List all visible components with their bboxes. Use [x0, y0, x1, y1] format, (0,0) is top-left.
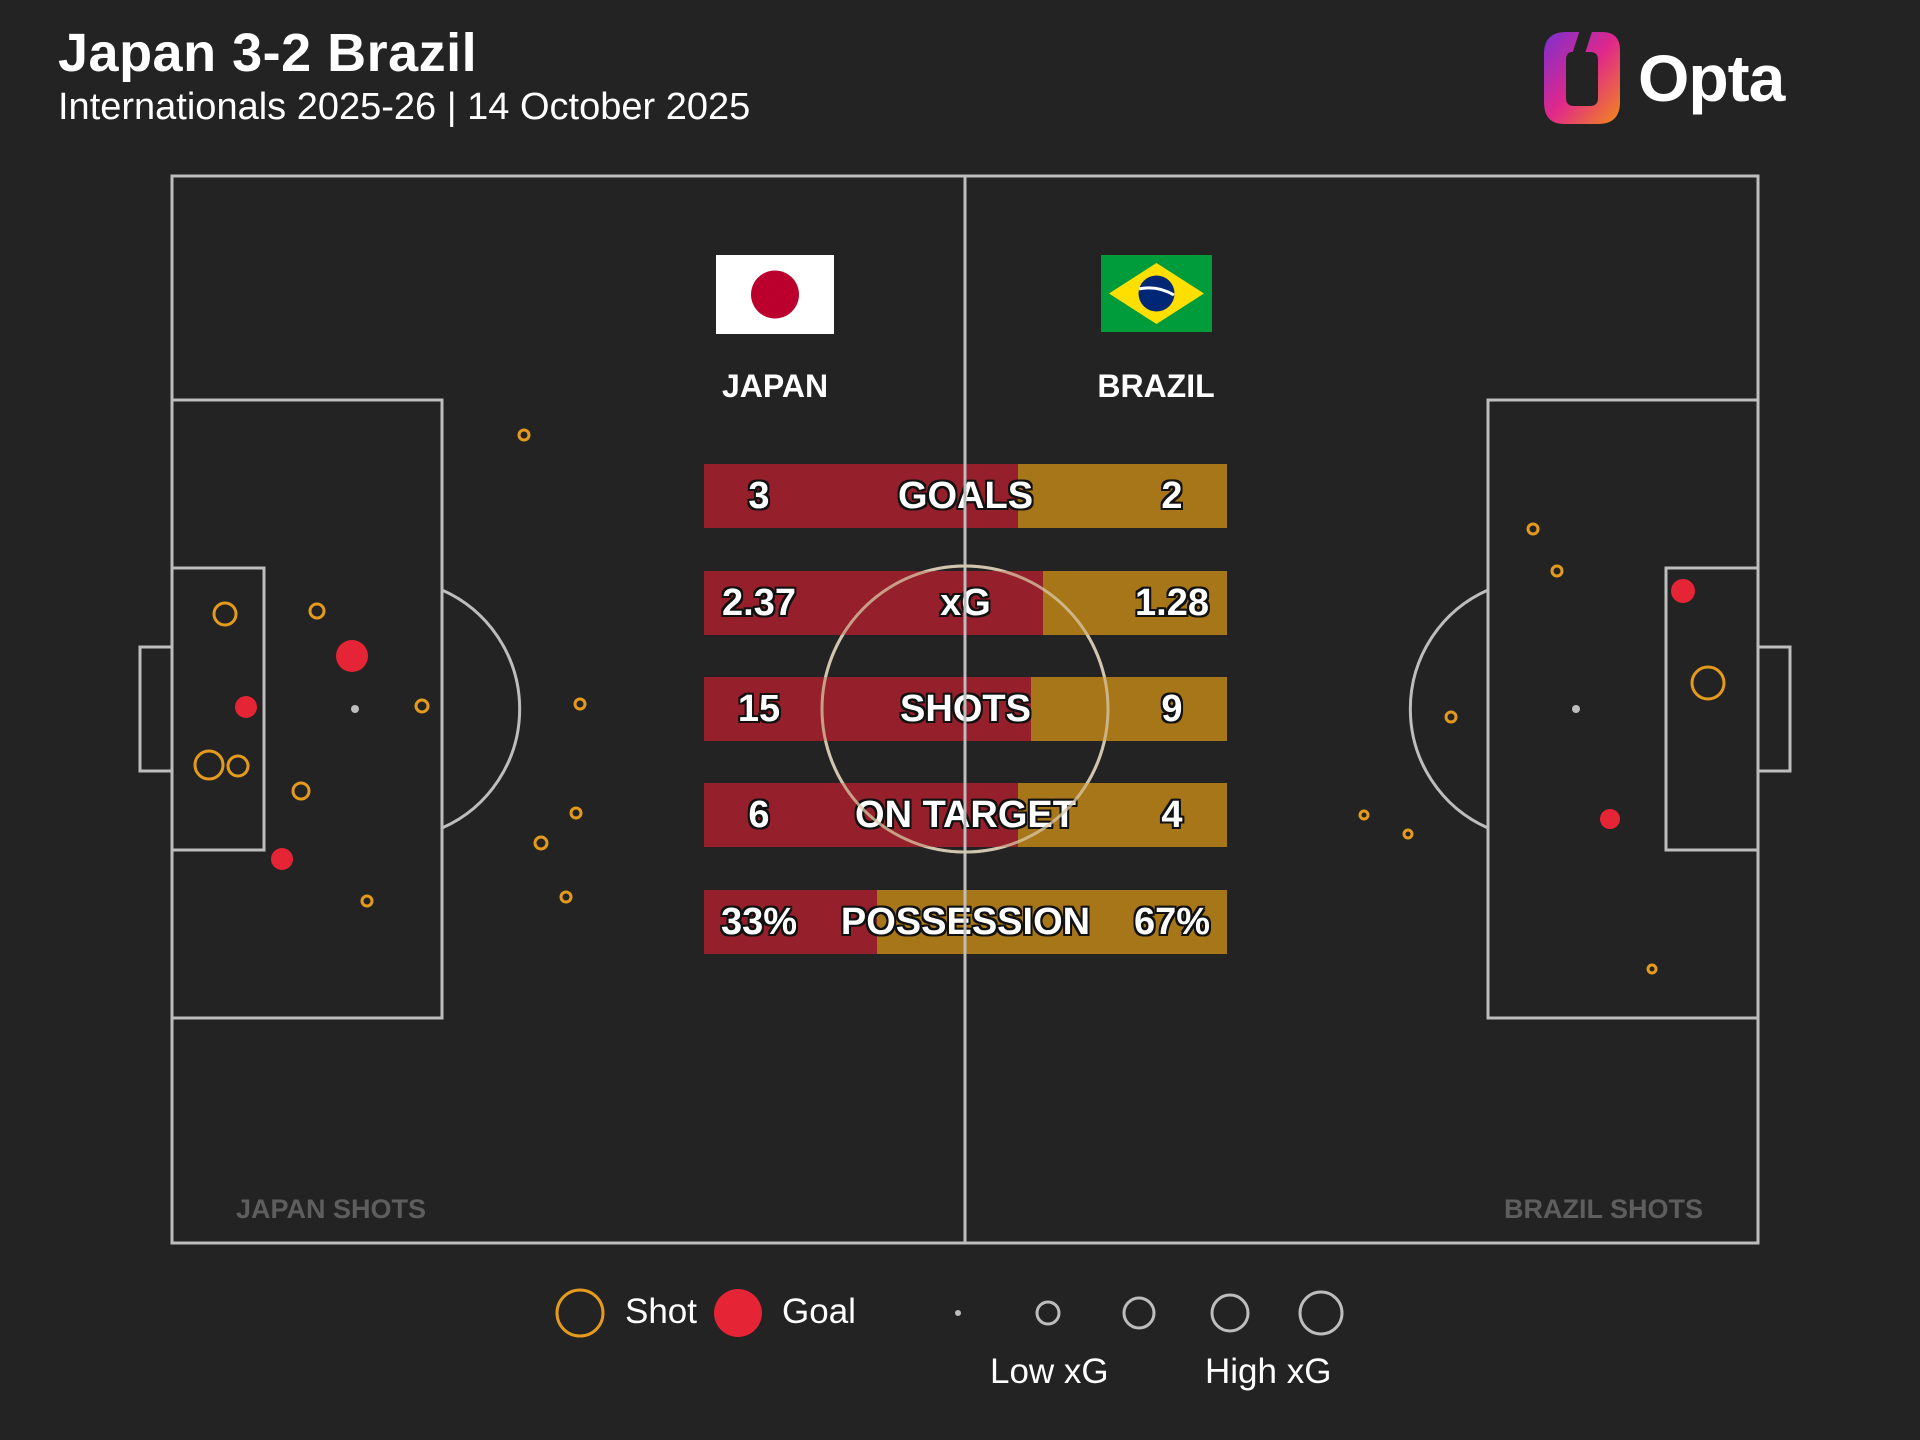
shot-marker: [1550, 564, 1564, 578]
left-penalty-area: [170, 398, 444, 1020]
legend-low-xg-label: Low xG: [990, 1352, 1109, 1391]
stat-row-shots: 15 SHOTS 9: [704, 677, 1227, 741]
shot-marker: [360, 894, 374, 908]
stat-home-value: 6: [748, 794, 770, 836]
right-penalty-arc: [1408, 588, 1489, 830]
left-goal: [138, 645, 174, 773]
team-name-brazil: BRAZIL: [1097, 368, 1215, 404]
shot-marker: [308, 602, 326, 620]
left-penalty-arc: [441, 588, 522, 830]
shot-marker: [1526, 522, 1540, 536]
stat-row-on-target: 6 ON TARGET 4: [704, 783, 1227, 847]
opta-wordmark: Opta: [1638, 41, 1785, 115]
page-title: Japan 3-2 Brazil: [58, 23, 478, 83]
japan-flag-icon: [716, 255, 834, 334]
stat-label: POSSESSION: [840, 901, 1091, 943]
left-penalty-spot: [351, 705, 359, 713]
shot-marker: [1358, 809, 1370, 821]
stat-away-value: 2: [1161, 475, 1183, 517]
away-bar: [876, 890, 1227, 954]
shot-marker: [212, 601, 238, 627]
goal-marker: [336, 640, 368, 672]
brazil-flag-icon: [1101, 255, 1212, 332]
legend-shot-label: Shot: [625, 1292, 697, 1331]
stat-label: GOALS: [897, 475, 1034, 517]
legend-xg-size-4: [1210, 1293, 1250, 1333]
right-goal: [1756, 645, 1792, 773]
stat-row-xg: 2.37 xG 1.28: [704, 571, 1227, 635]
stat-home-value: 2.37: [722, 582, 796, 624]
stat-away-value: 4: [1161, 794, 1183, 836]
japan-shots: [193, 428, 587, 908]
legend-xg-size-2: [1035, 1300, 1061, 1326]
brazil-goals: [1600, 579, 1695, 829]
stat-away-value: 67%: [1133, 901, 1211, 943]
legend-xg-size-3: [1122, 1296, 1156, 1330]
shot-marker: [533, 835, 549, 851]
shot-marker: [1444, 710, 1458, 724]
stat-row-possession: 33% POSSESSION 67%: [704, 890, 1227, 954]
shot-marker: [291, 781, 311, 801]
shot-marker: [1690, 665, 1726, 701]
stat-label: SHOTS: [900, 688, 1031, 730]
stat-label: ON TARGET: [855, 794, 1076, 836]
legend-xg-size-1: [955, 1310, 961, 1316]
shot-marker: [414, 698, 430, 714]
stat-away-value: 9: [1161, 688, 1183, 730]
home-bar: [704, 890, 877, 954]
japan-goals: [235, 640, 368, 870]
shot-marker: [226, 754, 250, 778]
stat-home-value: 3: [748, 475, 770, 517]
right-six-yard-box: [1664, 566, 1760, 852]
team-name-japan: JAPAN: [721, 368, 829, 404]
goal-marker: [235, 696, 257, 718]
legend-markers: [555, 1288, 1344, 1338]
opta-logo: Opta: [1532, 28, 1792, 132]
goal-marker: [1600, 809, 1620, 829]
right-penalty-spot: [1572, 705, 1580, 713]
legend-xg-size-5: [1298, 1290, 1344, 1336]
shot-marker: [1646, 963, 1658, 975]
legend-goal-label: Goal: [782, 1292, 856, 1331]
right-penalty-area: [1486, 398, 1760, 1020]
legend-high-xg-label: High xG: [1205, 1352, 1332, 1391]
page-subtitle: Internationals 2025-26 | 14 October 2025: [58, 86, 751, 128]
shot-marker: [569, 806, 583, 820]
japan-shots-label: JAPAN SHOTS: [236, 1194, 427, 1224]
legend-shot-icon: [555, 1288, 605, 1338]
shot-marker: [193, 749, 225, 781]
shot-marker: [559, 890, 573, 904]
goal-marker: [271, 848, 293, 870]
stat-label: xG: [940, 582, 991, 624]
stat-home-value: 33%: [720, 901, 798, 943]
shot-marker: [1402, 828, 1414, 840]
stat-away-value: 1.28: [1135, 582, 1209, 624]
shot-marker: [517, 428, 531, 442]
brazil-shots: [1358, 522, 1726, 975]
brazil-shots-label: BRAZIL SHOTS: [1504, 1194, 1704, 1224]
stat-home-value: 15: [737, 688, 781, 730]
stat-row-goals: 3 GOALS 2: [704, 464, 1227, 528]
legend-goal-icon: [714, 1289, 762, 1337]
shot-marker: [573, 697, 587, 711]
goal-marker: [1671, 579, 1695, 603]
away-bar: [1017, 464, 1227, 528]
opta-logo-icon: [1544, 28, 1620, 124]
